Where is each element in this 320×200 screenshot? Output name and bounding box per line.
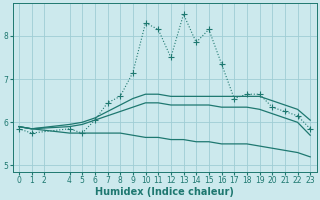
X-axis label: Humidex (Indice chaleur): Humidex (Indice chaleur) — [95, 187, 234, 197]
